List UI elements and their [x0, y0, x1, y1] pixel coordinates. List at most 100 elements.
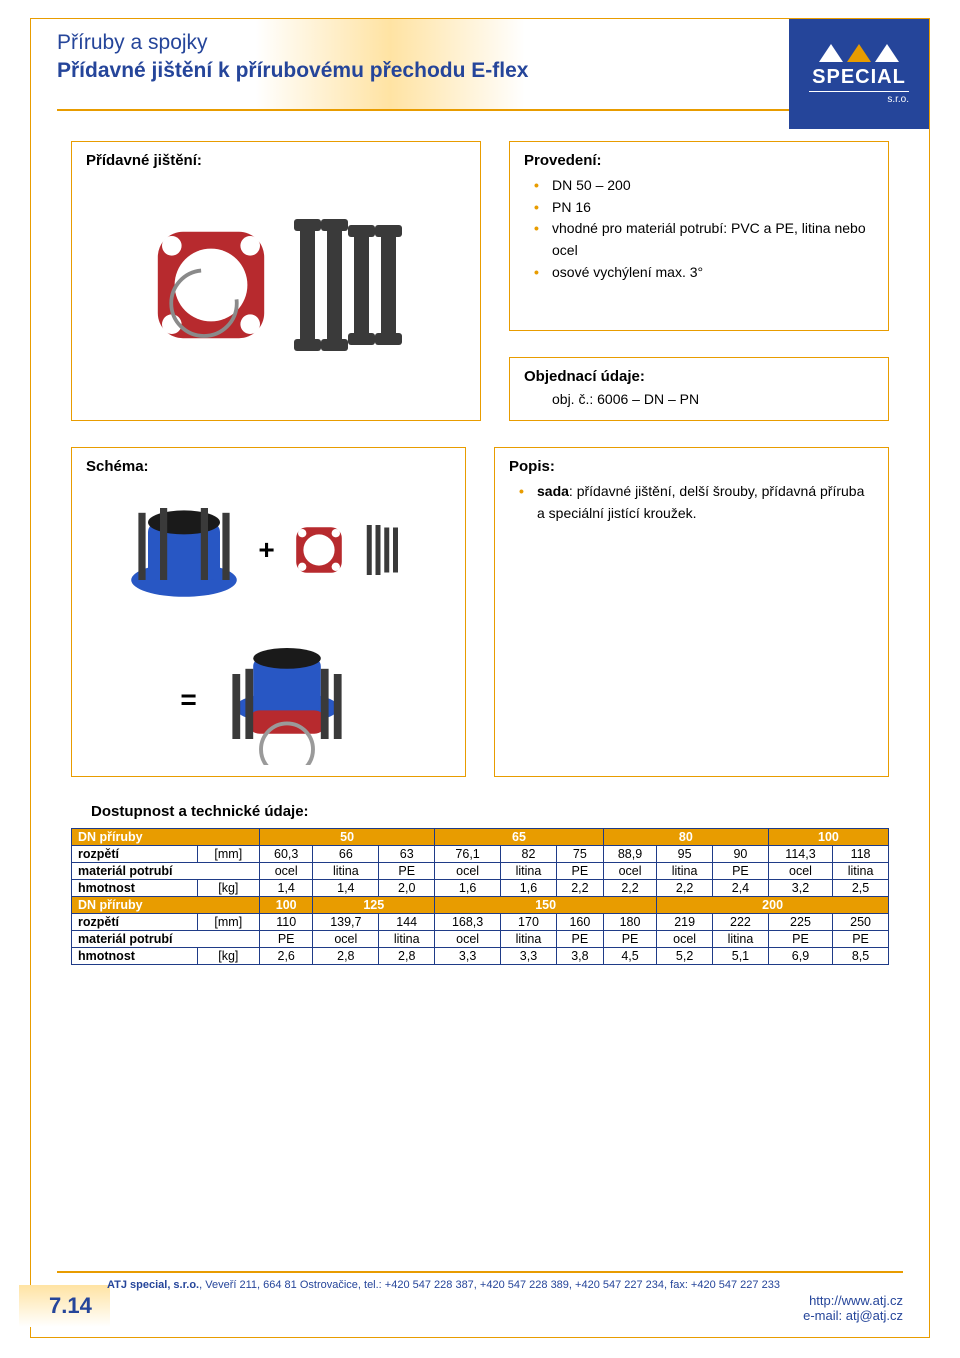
cell: ocel: [435, 931, 501, 948]
cell: litina: [501, 863, 557, 880]
cell: 76,1: [435, 846, 501, 863]
cell: 75: [556, 846, 603, 863]
cell: 3,3: [435, 948, 501, 965]
table-dn-header: 200: [657, 897, 889, 914]
cell: 114,3: [768, 846, 832, 863]
schema-row-plus: +: [86, 495, 451, 605]
cell: 3,3: [501, 948, 557, 965]
table-header-label: DN příruby: [72, 897, 260, 914]
cell: 82: [501, 846, 557, 863]
provedeni-item: vhodné pro materiál potrubí: PVC a PE, l…: [552, 218, 874, 261]
cell: ocel: [603, 863, 656, 880]
footer-rest: , Veveří 211, 664 81 Ostrovačice, tel.: …: [199, 1279, 780, 1291]
cell: ocel: [260, 863, 313, 880]
box-schema: Schéma: +: [71, 447, 466, 777]
logo-sub: s.r.o.: [809, 91, 909, 105]
provedeni-item: PN 16: [552, 197, 874, 219]
cell: PE: [556, 931, 603, 948]
cell: 2,2: [603, 880, 656, 897]
cell: 170: [501, 914, 557, 931]
cell: 2,6: [260, 948, 313, 965]
cell: 250: [833, 914, 889, 931]
footer-divider: [57, 1271, 903, 1273]
cell: litina: [313, 863, 379, 880]
popis-list: sada: přídavné jištění, delší šrouby, př…: [509, 481, 874, 524]
cell: 8,5: [833, 948, 889, 965]
cell: 4,5: [603, 948, 656, 965]
cell: PE: [260, 931, 313, 948]
box-jisteni-title: Přídavné jištění:: [86, 152, 466, 169]
row-label: materiál potrubí: [72, 863, 260, 880]
row-label: rozpětí: [72, 914, 198, 931]
cell: PE: [379, 863, 435, 880]
cell: 2,4: [713, 880, 769, 897]
table-dn-header: 50: [260, 829, 435, 846]
row-label: materiál potrubí: [72, 931, 260, 948]
cell: 144: [379, 914, 435, 931]
cell: 2,5: [833, 880, 889, 897]
cell: 2,2: [556, 880, 603, 897]
row-jisteni-provedeni: Přídavné jištění:: [71, 141, 889, 421]
footer-url: http://www.atj.cz: [57, 1293, 903, 1308]
cell: 2,2: [657, 880, 713, 897]
row-unit: [mm]: [197, 914, 259, 931]
cell: 3,2: [768, 880, 832, 897]
schema-equals: =: [180, 684, 196, 716]
brand-logo: SPECIAL s.r.o.: [789, 19, 929, 129]
box-objednaci-title: Objednací údaje:: [524, 368, 874, 385]
cell: PE: [833, 931, 889, 948]
box-provedeni: Provedení: DN 50 – 200 PN 16 vhodné pro …: [509, 141, 889, 331]
cell: 139,7: [313, 914, 379, 931]
assembled-icon: [217, 635, 357, 765]
popis-rest: : přídavné jištění, delší šrouby, přídav…: [537, 483, 864, 521]
footer-company: ATJ special, s.r.o.: [107, 1279, 199, 1291]
cell: litina: [657, 863, 713, 880]
cell: 2,8: [379, 948, 435, 965]
cell: ocel: [657, 931, 713, 948]
header: Příruby a spojky Přídavné jištění k přír…: [31, 19, 929, 109]
footer-mail: e-mail: atj@atj.cz: [57, 1308, 903, 1323]
row-label: rozpětí: [72, 846, 198, 863]
table-dn-header: 100: [260, 897, 313, 914]
cell: 2,0: [379, 880, 435, 897]
cell: 2,8: [313, 948, 379, 965]
table-header-label: DN příruby: [72, 829, 260, 846]
cell: 180: [603, 914, 656, 931]
cell: ocel: [768, 863, 832, 880]
cell: 6,9: [768, 948, 832, 965]
coupling-icon: [124, 495, 244, 605]
cell: litina: [501, 931, 557, 948]
cell: 1,4: [260, 880, 313, 897]
cell: 1,6: [501, 880, 557, 897]
footer: ATJ special, s.r.o., Veveří 211, 664 81 …: [31, 1271, 929, 1323]
header-subtitle: Příruby a spojky: [57, 31, 903, 55]
page-frame: Příruby a spojky Přídavné jištění k přír…: [30, 18, 930, 1338]
cell: litina: [379, 931, 435, 948]
box-provedeni-title: Provedení:: [524, 152, 874, 169]
header-title: Přídavné jištění k přírubovému přechodu …: [57, 59, 903, 83]
cell: 1,4: [313, 880, 379, 897]
table-dn-header: 125: [313, 897, 435, 914]
cell: PE: [603, 931, 656, 948]
popis-item: sada: přídavné jištění, delší šrouby, př…: [537, 481, 874, 524]
cell: 5,2: [657, 948, 713, 965]
table-dn-header: 80: [603, 829, 768, 846]
row-unit: [kg]: [197, 880, 259, 897]
cell: PE: [768, 931, 832, 948]
row-unit: [mm]: [197, 846, 259, 863]
cell: litina: [713, 931, 769, 948]
cell: 168,3: [435, 914, 501, 931]
table-dn-header: 100: [768, 829, 888, 846]
schema-plus: +: [258, 534, 274, 566]
content: Přídavné jištění:: [31, 111, 929, 965]
row-unit: [kg]: [197, 948, 259, 965]
popis-bold: sada: [537, 483, 569, 499]
table-section-title: Dostupnost a technické údaje:: [91, 803, 889, 820]
footer-address: ATJ special, s.r.o., Veveří 211, 664 81 …: [57, 1279, 903, 1291]
cell: 88,9: [603, 846, 656, 863]
table-dn-header: 65: [435, 829, 604, 846]
box-objednaci: Objednací údaje: obj. č.: 6006 – DN – PN: [509, 357, 889, 421]
cell: 90: [713, 846, 769, 863]
cell: litina: [833, 863, 889, 880]
cell: 1,6: [435, 880, 501, 897]
